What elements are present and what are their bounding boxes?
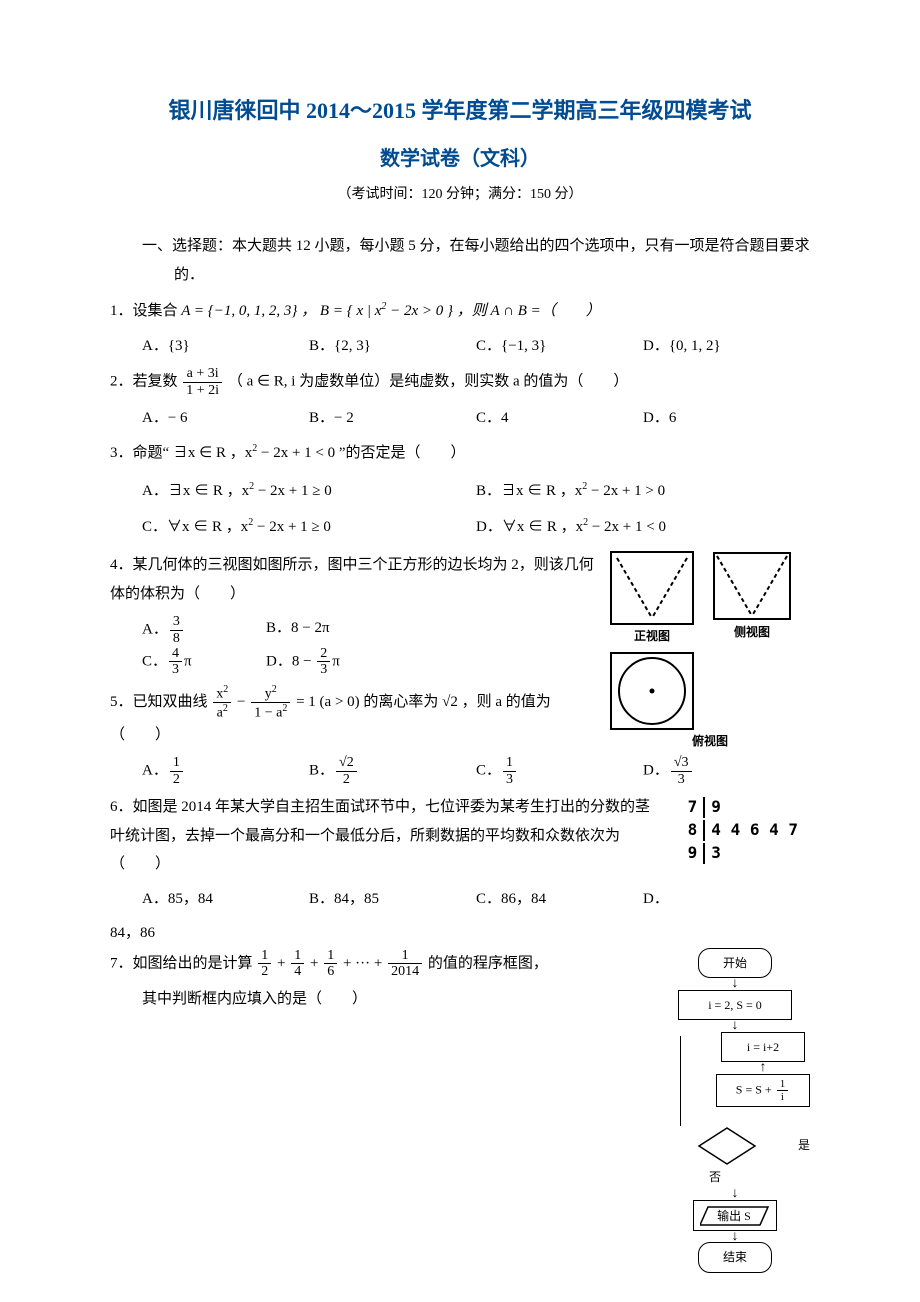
q2-num: a + 3i	[183, 366, 222, 382]
q4-D: D．8 − 23π	[266, 646, 390, 678]
q1-options: A．{3} B．{2, 3} C．{−1, 3} D．{0, 1, 2}	[110, 332, 810, 361]
q7-stem-b: 的值的程序框图，	[428, 955, 548, 971]
q2-A: A．− 6	[142, 404, 309, 433]
fc-end: 结束	[698, 1242, 772, 1273]
q7-stem-a: 7．如图给出的是计算	[110, 955, 256, 971]
q3-A: A．∃x ∈ R ，x2 − 2x + 1 ≥ 0	[142, 473, 476, 509]
question-2: 2．若复数 a + 3i 1 + 2i （ a ∈ R, i 为虚数单位）是纯虚…	[110, 366, 810, 398]
q3-options: A．∃x ∈ R ，x2 − 2x + 1 ≥ 0 B．∃x ∈ R ，x2 −…	[110, 473, 810, 545]
question-1: 1．设集合 A = {−1, 0, 1, 2, 3} ， B = { x | x…	[110, 297, 810, 326]
page-subtitle: 数学试卷（文科）	[110, 140, 810, 178]
q3-stem-a: 3．命题“ ∃x ∈ R ，x	[110, 445, 252, 461]
fc-no: 否	[620, 1166, 810, 1189]
q5-A: A．12	[142, 755, 309, 787]
q1-C: C．{−1, 3}	[476, 332, 643, 361]
q5-C: C．13	[476, 755, 643, 787]
q4-options: A．38 B．8 − 2π C．43π D．8 − 23π	[110, 614, 600, 678]
q2-B: B．− 2	[309, 404, 476, 433]
fc-out: 输出 S	[693, 1200, 777, 1231]
fc-step1: i = i+2	[721, 1032, 805, 1063]
question-6: 6．如图是 2014 年某大学自主招生面试环节中，七位评委为某考生打出的分数的茎…	[110, 793, 810, 879]
q6-D2: 84，86	[110, 919, 810, 948]
q6-D: D．	[643, 885, 810, 914]
q5-frac1: x2a2	[213, 684, 231, 721]
q2-fraction: a + 3i 1 + 2i	[183, 366, 222, 398]
q4-A: A．38	[142, 614, 266, 646]
q1-A: A．{3}	[142, 332, 309, 361]
q1-setB-a: B = { x | x	[320, 303, 381, 319]
q3-B: B．∃x ∈ R ，x2 − 2x + 1 > 0	[476, 473, 810, 509]
q3-C: C．∀x ∈ R ，x2 − 2x + 1 ≥ 0	[142, 509, 476, 545]
q5-stem-a: 5．已知双曲线	[110, 694, 211, 710]
page-title: 银川唐徕回中 2014～2015 学年度第二学期高三年级四模考试	[110, 90, 810, 132]
q1-setA: A = {−1, 0, 1, 2, 3} ，	[181, 303, 316, 319]
q4-C: C．43π	[142, 646, 266, 678]
svg-text:输出 S: 输出 S	[717, 1208, 751, 1223]
q4-B: B．8 − 2π	[266, 614, 390, 646]
q5-D: D．√33	[643, 755, 810, 787]
q2-C: C．4	[476, 404, 643, 433]
question-7: 7．如图给出的是计算 12 + 14 + 16 + ··· + 12014 的值…	[110, 948, 810, 980]
question-4: 4．某几何体的三视图如图所示，图中三个正方形的边长均为 2，则该几何体的体积为（…	[110, 551, 810, 608]
q2-D: D．6	[643, 404, 810, 433]
q1-D: D．{0, 1, 2}	[643, 332, 810, 361]
q6-B: B．84，85	[309, 885, 476, 914]
q6-A: A．85，84	[142, 885, 309, 914]
fc-init: i = 2, S = 0	[678, 990, 792, 1021]
fc-step2: S = S + 1i	[716, 1074, 810, 1107]
q5-options: A．12 B．√22 C．13 D．√33	[110, 755, 810, 787]
q3-stem-b: − 2x + 1 < 0 ”的否定是（ ）	[257, 445, 465, 461]
exam-meta: （考试时间：120 分钟；满分：150 分）	[110, 182, 810, 209]
q2-den: 1 + 2i	[183, 383, 222, 398]
question-5: 5．已知双曲线 x2a2 − y21 − a2 = 1 (a > 0) 的离心率…	[110, 684, 810, 750]
q6-C: C．86，84	[476, 885, 643, 914]
fc-yes: 是	[798, 1134, 810, 1157]
section-1-heading: 一、选择题：本大题共 12 小题，每小题 5 分，在每小题给出的四个选项中，只有…	[110, 232, 810, 289]
q1-stem: 1．设集合	[110, 303, 181, 319]
q1-B: B．{2, 3}	[309, 332, 476, 361]
q3-D: D．∀x ∈ R ，x2 − 2x + 1 < 0	[476, 509, 810, 545]
q5-B: B．√22	[309, 755, 476, 787]
front-view-label: 正视图	[610, 625, 694, 648]
question-3: 3．命题“ ∃x ∈ R ，x2 − 2x + 1 < 0 ”的否定是（ ）	[110, 439, 810, 468]
side-view-label: 侧视图	[712, 621, 792, 644]
fc-decision	[697, 1126, 757, 1166]
q1-setB-b: − 2x > 0 } ，则 A ∩ B =（ ）	[386, 303, 600, 319]
q2-stem-b: （ a ∈ R, i 为虚数单位）是纯虚数，则实数 a 的值为（ ）	[228, 374, 629, 390]
q5-frac2: y21 − a2	[251, 684, 290, 721]
q2-stem-a: 2．若复数	[110, 374, 181, 390]
q2-options: A．− 6 B．− 2 C．4 D．6	[110, 404, 810, 433]
q7-flowchart: 开始 ↓ i = 2, S = 0 ↓ i = i+2 ↑ S = S + 1i…	[660, 948, 810, 1273]
q6-options: A．85，84 B．84，85 C．86，84 D．	[110, 885, 810, 914]
